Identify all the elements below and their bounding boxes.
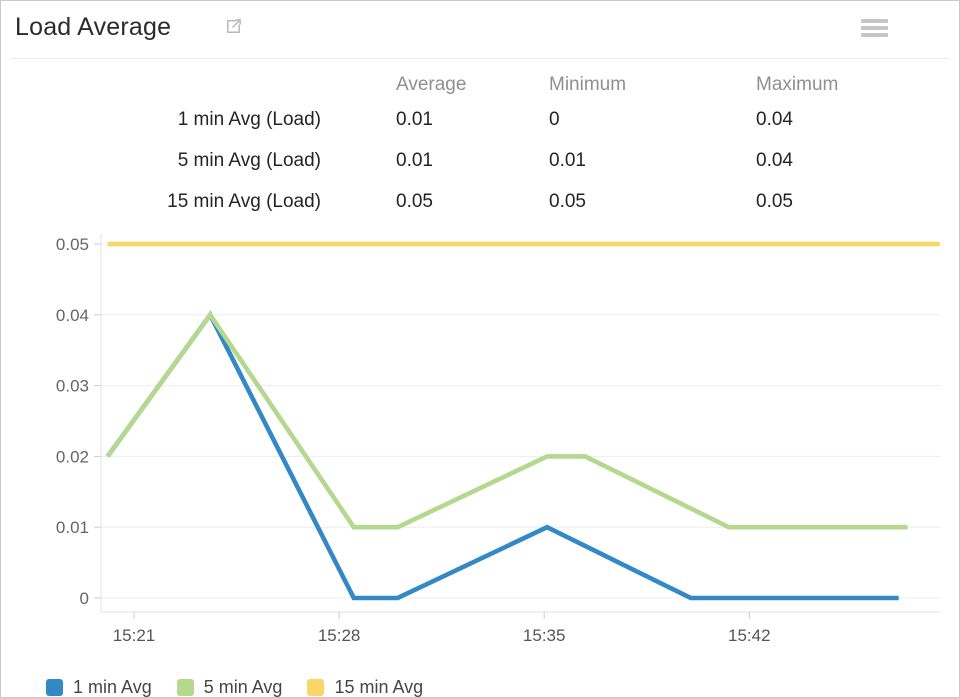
cell-average: 0.05: [396, 191, 433, 212]
menu-bar: [861, 33, 888, 37]
cell-maximum: 0.04: [756, 150, 793, 171]
menu-icon[interactable]: [861, 19, 888, 40]
col-header-minimum: Minimum: [549, 74, 627, 95]
cell-average: 0.01: [396, 150, 433, 171]
table-row: 1 min Avg (Load) 0.01 0 0.04: [1, 99, 959, 140]
y-tick-label: 0.05: [56, 235, 89, 254]
col-header-maximum: Maximum: [756, 74, 839, 95]
legend-label: 15 min Avg: [334, 676, 424, 697]
table-header-row: Average Minimum Maximum: [1, 71, 959, 99]
y-tick-label: 0.01: [56, 518, 89, 537]
x-tick-label: 15:28: [318, 626, 361, 645]
row-label: 15 min Avg (Load): [167, 191, 321, 212]
cell-maximum: 0.05: [756, 191, 793, 212]
x-tick-label: 15:21: [113, 626, 156, 645]
page-title: Load Average: [15, 13, 172, 41]
legend-swatch: [176, 678, 194, 696]
cell-average: 0.01: [396, 109, 433, 130]
table-row: 5 min Avg (Load) 0.01 0.01 0.04: [1, 140, 959, 181]
legend-swatch: [46, 678, 63, 696]
external-link-icon[interactable]: [224, 17, 243, 36]
legend-item-1min[interactable]: 1 min Avg: [46, 677, 152, 698]
row-label: 5 min Avg (Load): [177, 150, 321, 171]
menu-bar: [861, 26, 888, 30]
x-tick-label: 15:35: [523, 626, 566, 645]
col-header-average: Average: [396, 74, 467, 95]
cell-minimum: 0: [549, 109, 560, 130]
legend-item-5min[interactable]: 5 min Avg: [176, 676, 283, 698]
y-tick-label: 0.04: [56, 306, 89, 325]
row-label: 1 min Avg (Load): [177, 109, 321, 130]
summary-table: Average Minimum Maximum 1 min Avg (Load)…: [1, 71, 959, 222]
menu-bar: [861, 19, 888, 23]
x-tick-label: 15:42: [728, 626, 771, 645]
table-row: 15 min Avg (Load) 0.05 0.05 0.05: [1, 181, 959, 222]
header-divider: [11, 58, 949, 59]
series-line-5-min-avg: [105, 310, 908, 530]
legend-item-15min[interactable]: 15 min Avg: [307, 677, 423, 698]
legend-label: 1 min Avg: [73, 676, 152, 697]
y-tick-label: 0.03: [56, 377, 89, 396]
y-tick-label: 0: [80, 589, 89, 608]
cell-maximum: 0.04: [756, 109, 793, 130]
legend-label: 5 min Avg: [203, 676, 283, 697]
chart-legend: 1 min Avg 5 min Avg 15 min Avg: [46, 675, 448, 698]
legend-swatch: [307, 678, 325, 696]
cell-minimum: 0.01: [549, 150, 586, 171]
cell-minimum: 0.05: [549, 191, 586, 212]
load-chart-svg: 0 0.01 0.02 0.03 0.04 0.05 15:21 15:28 15:35 15:4…: [56, 234, 941, 645]
y-tick-label: 0.02: [56, 447, 89, 466]
